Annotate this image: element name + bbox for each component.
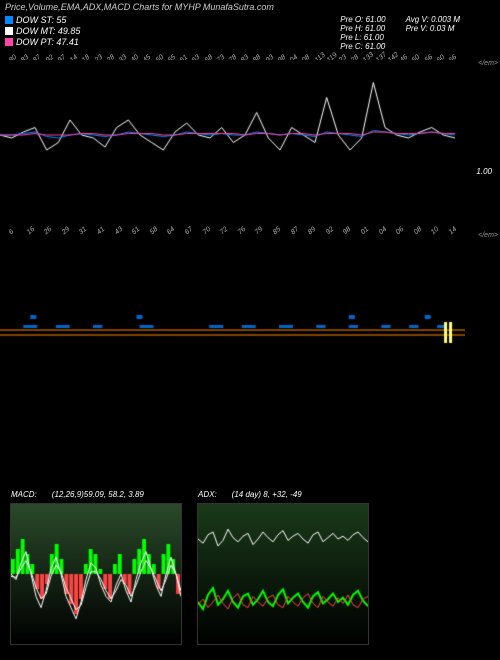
adx-label: ADX:	[198, 490, 217, 499]
main-price-chart	[0, 60, 465, 210]
macd-canvas	[11, 504, 181, 644]
macd-header: MACD: (12,26,9)59.09, 58.2, 3.89	[11, 490, 144, 499]
axis-title-1: </em>	[478, 60, 498, 67]
macd-chart-container: MACD: (12,26,9)59.09, 58.2, 3.89	[10, 503, 182, 645]
adx-chart-container: ADX: (14 day) 8, +32, -49	[197, 503, 369, 645]
page-title: Price,Volume,EMA,ADX,MACD Charts for MYH…	[0, 0, 500, 14]
macd-params: (12,26,9)59.09, 58.2, 3.89	[52, 490, 144, 499]
macd-label: MACD:	[11, 490, 37, 499]
y-label-main: 1.00	[476, 167, 492, 176]
info-box: Pre O: 61.00Pre H: 61.00Pre L: 61.00Pre …	[340, 15, 460, 51]
sub-charts-row: MACD: (12,26,9)59.09, 58.2, 3.89 ADX: (1…	[10, 503, 369, 645]
band-chart	[0, 320, 465, 345]
adx-header: ADX: (14 day) 8, +32, -49	[198, 490, 302, 499]
adx-params: (14 day) 8, +32, -49	[232, 490, 302, 499]
axis-title-2: </em>	[478, 232, 498, 239]
info-col-1: Pre O: 61.00Pre H: 61.00Pre L: 61.00Pre …	[340, 15, 385, 51]
secondary-chart	[0, 235, 465, 320]
info-col-2: Avg V: 0.003 MPre V: 0.03 M	[406, 15, 460, 51]
adx-canvas	[198, 504, 368, 644]
legend: DOW ST: 55DOW MT: 49.85DOW PT: 47.41	[5, 15, 80, 48]
